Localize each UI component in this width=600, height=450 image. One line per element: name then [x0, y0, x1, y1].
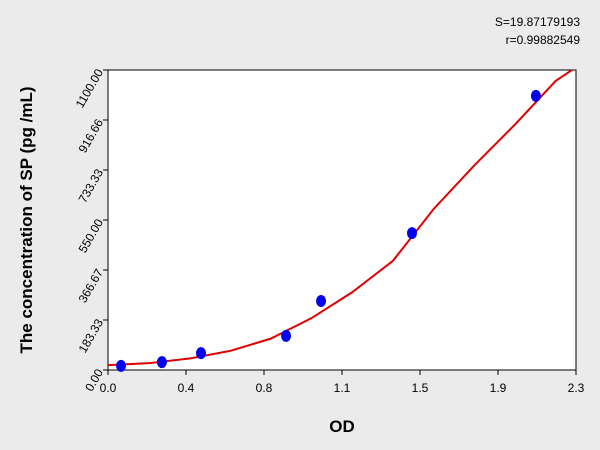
x-tick-label: 1.1: [334, 381, 351, 395]
y-axis-title: The concentration of SP (pg /mL): [17, 87, 36, 354]
data-point: [116, 359, 127, 372]
y-tick-label: 733.33: [76, 166, 107, 205]
y-tick-label: 916.66: [76, 116, 107, 155]
annotation: r=0.99882549: [506, 33, 581, 47]
x-tick-label: 1.5: [412, 381, 429, 395]
data-point: [281, 329, 292, 342]
data-point: [195, 347, 206, 360]
y-tick-label: 550.00: [76, 216, 107, 255]
x-tick-label: 2.3: [568, 381, 585, 395]
x-tick-label: 0.8: [256, 381, 273, 395]
data-point: [156, 356, 167, 369]
data-point: [316, 295, 327, 307]
x-tick-label: 0.0: [100, 381, 117, 395]
x-axis-title: OD: [329, 417, 355, 436]
data-point: [406, 227, 417, 240]
plot-clip: [108, 70, 574, 367]
y-tick-label: 366.67: [76, 266, 107, 305]
y-tick-label: 183.33: [76, 316, 107, 355]
annotation: S=19.87179193: [495, 15, 580, 29]
plot-area: [107, 69, 577, 371]
y-tick-label: 1100.00: [73, 66, 107, 110]
data-point: [530, 89, 541, 102]
x-tick-label: 0.4: [178, 381, 195, 395]
x-tick-label: 1.9: [490, 381, 507, 395]
fit-curve: [108, 70, 574, 367]
